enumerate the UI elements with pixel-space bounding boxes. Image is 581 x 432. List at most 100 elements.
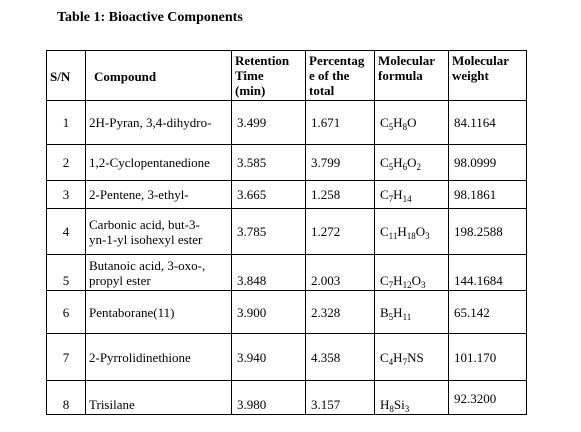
table-row: 3 2-Pentene, 3-ethyl- 3.665 1.258 C7H14 … (46, 180, 527, 209)
formula-subscript: 5 (388, 122, 394, 132)
table-row: 2 1,2-Cyclopentanedione 3.585 3.799 C5H6… (46, 144, 527, 181)
formula-subscript: 12 (402, 280, 412, 290)
formula-subscript: 3 (404, 404, 410, 414)
cell-molecular-weight: 98.0999 (448, 144, 527, 181)
cell-retention-time: 3.499 (231, 100, 306, 145)
header-row: S/N Compound Retention Time (min) Percen… (46, 50, 527, 101)
cell-percentage: 4.358 (305, 333, 375, 381)
cell-molecular-formula: H8Si3 (374, 380, 449, 415)
cell-sn: 2 (46, 144, 86, 181)
compound-line: Pentaborane(11) (89, 304, 175, 320)
cell-molecular-weight: 92.3200 (448, 380, 527, 415)
formula-subscript: 2 (416, 162, 421, 172)
table-row: 5 Butanoic acid, 3-oxo-, propyl ester 3.… (46, 254, 527, 291)
header-line: Molecular (378, 53, 436, 68)
cell-molecular-formula: C7H14 (374, 180, 449, 209)
compound-line: 2-Pyrrolidinethione (89, 349, 191, 365)
bioactive-components-table: S/N Compound Retention Time (min) Percen… (46, 50, 527, 415)
header-molecular-weight: Molecular weight (448, 50, 527, 101)
header-retention-time: Retention Time (min) (231, 50, 306, 101)
cell-sn: 5 (46, 254, 86, 291)
cell-percentage: 1.671 (305, 100, 375, 145)
cell-compound: 2-Pentene, 3-ethyl- (85, 180, 232, 209)
header-line: e of the (309, 68, 350, 83)
cell-molecular-weight: 65.142 (448, 290, 527, 334)
table-row: 7 2-Pyrrolidinethione 3.940 4.358 C4H7NS… (46, 333, 527, 381)
compound-line: 1,2-Cyclopentanedione (89, 155, 210, 170)
formula-subscript: 11 (402, 311, 412, 322)
header-line: weight (452, 68, 489, 83)
formula-subscript: 3 (420, 280, 426, 290)
header-line: Molecular (452, 53, 510, 68)
header-sn: S/N (46, 50, 86, 101)
cell-percentage: 3.799 (305, 144, 375, 181)
cell-compound: Trisilane (85, 380, 232, 415)
cell-retention-time: 3.848 (231, 254, 306, 291)
cell-sn: 1 (46, 100, 86, 145)
cell-compound: 1,2-Cyclopentanedione (85, 144, 232, 181)
cell-retention-time: 3.980 (231, 380, 306, 415)
formula-subscript: 5 (388, 162, 394, 172)
formula-subscript: 8 (389, 404, 394, 414)
cell-percentage: 3.157 (305, 380, 375, 415)
formula-subscript: 7 (388, 194, 394, 204)
cell-sn: 6 (46, 290, 86, 334)
compound-line: propyl ester (89, 272, 151, 288)
cell-compound: 2-Pyrrolidinethione (85, 333, 232, 381)
cell-molecular-formula: C5H6O2 (374, 144, 449, 181)
cell-retention-time: 3.585 (231, 144, 306, 181)
header-line: Time (235, 68, 264, 83)
cell-molecular-formula: C7H12O3 (374, 254, 449, 291)
cell-retention-time: 3.900 (231, 290, 306, 334)
compound-line: 2H-Pyran, 3,4-dihydro- (89, 115, 212, 130)
formula-subscript: 5 (388, 311, 394, 322)
table-row: 1 2H-Pyran, 3,4-dihydro- 3.499 1.671 C5H… (46, 100, 527, 145)
compound-line: Carbonic acid, but-3- (89, 216, 200, 232)
header-molecular-formula: Molecular formula (374, 50, 449, 101)
cell-sn: 7 (46, 333, 86, 381)
compound-line: 2-Pentene, 3-ethyl- (89, 187, 189, 202)
header-line: formula (378, 68, 423, 83)
cell-molecular-weight: 101.170 (448, 333, 527, 381)
cell-percentage: 2.328 (305, 290, 375, 334)
cell-percentage: 2.003 (305, 254, 375, 291)
cell-percentage: 1.272 (305, 208, 375, 255)
table-row: 6 Pentaborane(11) 3.900 2.328 B5H11 65.1… (46, 290, 527, 334)
cell-compound: Butanoic acid, 3-oxo-, propyl ester (85, 254, 232, 291)
cell-molecular-weight: 144.1684 (448, 254, 527, 291)
header-line: (min) (235, 83, 266, 98)
cell-sn: 4 (46, 208, 86, 255)
header-line: Percentag (309, 53, 365, 68)
compound-line: yn-1-yl isohexyl ester (89, 231, 203, 247)
cell-compound: Pentaborane(11) (85, 290, 232, 334)
compound-line: Butanoic acid, 3-oxo-, (89, 257, 206, 273)
formula-subscript: 6 (402, 162, 408, 172)
formula-subscript: 7 (388, 280, 394, 290)
table-row: 8 Trisilane 3.980 3.157 H8Si3 92.3200 (46, 380, 527, 415)
header-line: Retention (235, 53, 290, 68)
cell-molecular-formula: C5H8O (374, 100, 449, 145)
cell-retention-time: 3.665 (231, 180, 306, 209)
cell-molecular-weight: 84.1164 (448, 100, 527, 145)
cell-molecular-weight: 98.1861 (448, 180, 527, 209)
table-caption: Table 1: Bioactive Components (57, 10, 243, 25)
header-compound: Compound (85, 50, 232, 101)
cell-compound: Carbonic acid, but-3- yn-1-yl isohexyl e… (85, 208, 232, 255)
header-line: total (309, 83, 335, 98)
table-row: 4 Carbonic acid, but-3- yn-1-yl isohexyl… (46, 208, 527, 255)
cell-molecular-formula: B5H11 (374, 290, 449, 334)
cell-sn: 3 (46, 180, 86, 209)
formula-subscript: 4 (388, 356, 394, 367)
formula-subscript: 3 (425, 231, 430, 241)
formula-subscript: 7 (402, 356, 408, 367)
cell-molecular-formula: C4H7NS (374, 333, 449, 381)
cell-retention-time: 3.785 (231, 208, 306, 255)
cell-molecular-weight: 198.2588 (448, 208, 527, 255)
formula-subscript: 11 (388, 231, 398, 241)
cell-molecular-formula: C11H18O3 (374, 208, 449, 255)
cell-compound: 2H-Pyran, 3,4-dihydro- (85, 100, 232, 145)
header-percentage: Percentag e of the total (305, 50, 375, 101)
formula-subscript: 8 (402, 122, 408, 132)
cell-sn: 8 (46, 380, 86, 415)
cell-retention-time: 3.940 (231, 333, 306, 381)
